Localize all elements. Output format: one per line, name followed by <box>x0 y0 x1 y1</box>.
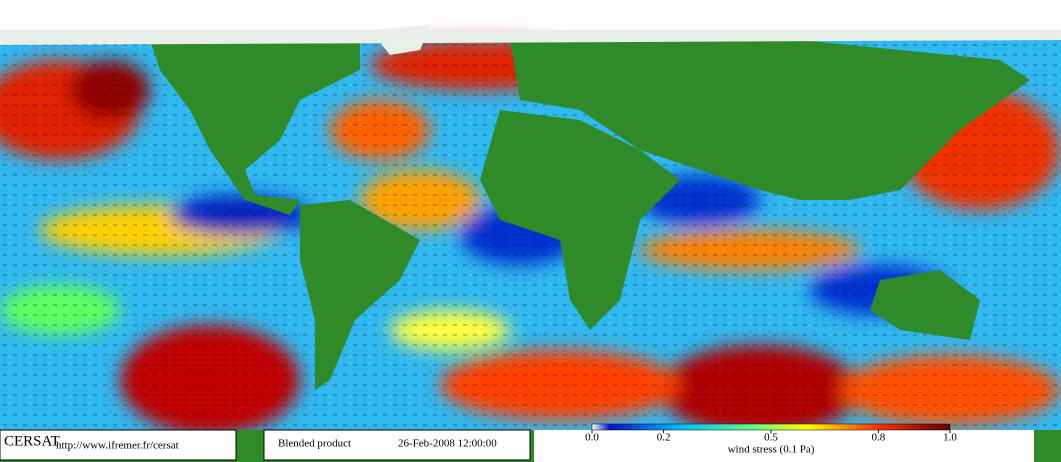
colorbar-tick-label: 0.8 <box>872 432 886 444</box>
info-box <box>0 429 237 461</box>
colorbar-tick-label: 0.2 <box>657 432 671 444</box>
footer: CERSAT http://www.ifremer.fr/cersat Blen… <box>0 423 1034 462</box>
colorbar <box>591 423 951 431</box>
product-box <box>263 429 531 461</box>
brand: CERSAT <box>4 433 60 449</box>
colorbar-box <box>534 430 1034 462</box>
url: http://www.ifremer.fr/cersat <box>56 440 179 452</box>
colorbar-tick-label: 0.5 <box>764 432 778 444</box>
product: Blended product <box>278 438 351 450</box>
date: 26-Feb-2008 12:00:00 <box>398 438 497 450</box>
colorbar-tick-label: 1.0 <box>943 432 957 444</box>
colorbar-tick-label: 0.0 <box>585 432 599 444</box>
colorbar-label: wind stress (0.1 Pa) <box>728 444 815 456</box>
